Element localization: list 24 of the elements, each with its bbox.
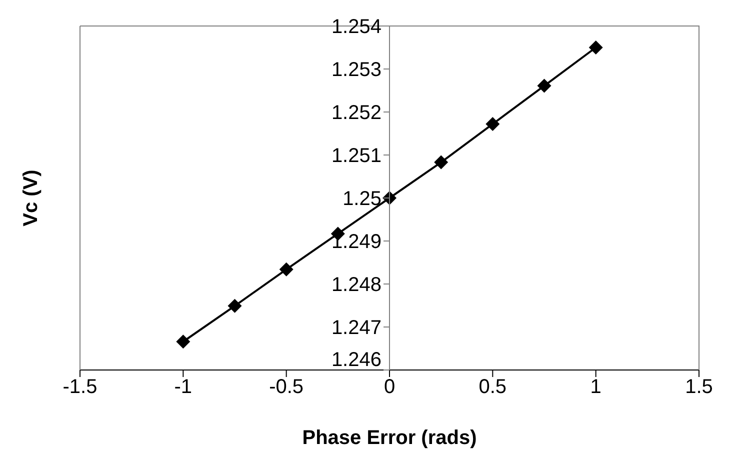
point	[434, 155, 448, 170]
y-axis-title: Vc (V)	[20, 170, 42, 226]
y-tick-label: 1.253	[331, 59, 382, 81]
point	[279, 262, 294, 276]
point	[228, 298, 242, 313]
y-tick-label: 1.254	[331, 16, 382, 38]
y-tick-label: 1.248	[331, 274, 382, 296]
x-tick-label: -0.5	[269, 376, 304, 398]
x-axis-title: Phase Error (rads)	[302, 427, 477, 449]
x-tick-label: 0	[384, 376, 396, 398]
x-tick-label: 1	[590, 376, 602, 398]
x-tick-label: -1.5	[62, 376, 98, 398]
y-tick-label: 1.252	[331, 102, 382, 124]
x-tick-label: -1	[174, 376, 192, 398]
x-tick-label: 0.5	[478, 376, 507, 398]
point	[588, 40, 603, 54]
y-tick-label: 1.247	[331, 317, 382, 339]
y-tick-label: 1.25	[342, 188, 382, 210]
point	[176, 334, 190, 349]
y-tick-label: 1.246	[331, 349, 382, 371]
point	[537, 78, 552, 93]
point	[486, 117, 500, 132]
x-tick-label: 1.5	[685, 376, 713, 398]
y-tick-label: 1.251	[331, 145, 382, 167]
